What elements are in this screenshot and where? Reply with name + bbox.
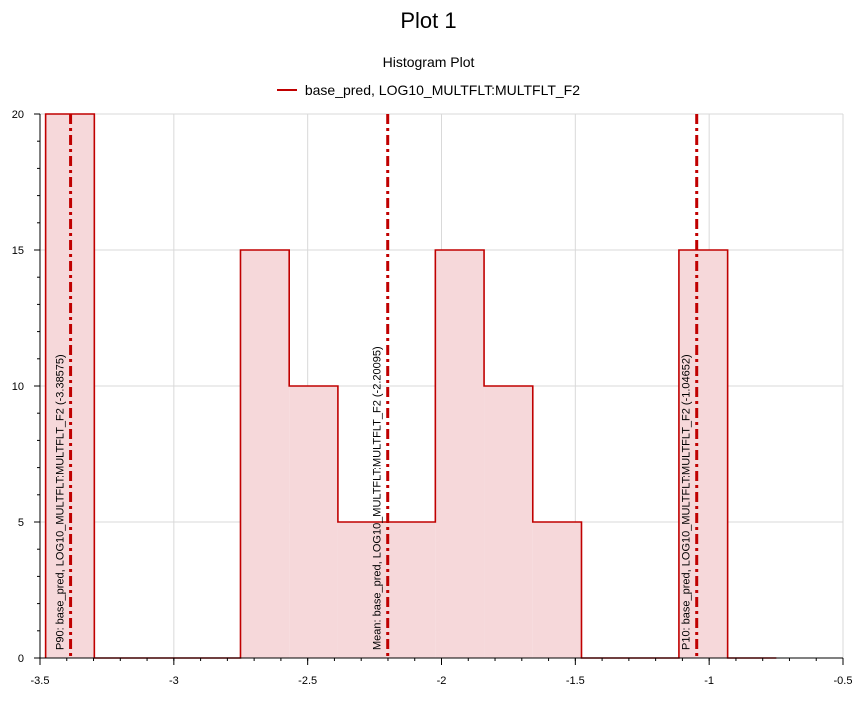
histogram-bars — [44, 113, 777, 659]
chart-title: Histogram Plot — [382, 54, 475, 70]
histogram-bar — [678, 250, 728, 658]
x-tick-label: -3 — [169, 675, 179, 687]
y-tick-label: 10 — [12, 381, 24, 393]
x-tick-label: -1 — [704, 675, 714, 687]
x-tick-label: -2 — [437, 675, 447, 687]
histogram-bar — [435, 250, 485, 658]
legend[interactable]: base_pred, LOG10_MULTFLT:MULTFLT_F2 — [0, 82, 857, 98]
y-tick-label: 20 — [12, 109, 24, 121]
histogram-bar — [484, 386, 533, 658]
legend-label: base_pred, LOG10_MULTFLT:MULTFLT_F2 — [304, 82, 581, 98]
axes: -3.5 -3 -2.5 -2 -1.5 -1 -0.5 0 5 10 15 20 — [12, 109, 853, 687]
marker-lines: P90: base_pred, LOG10_MULTFLT:MULTFLT_F2… — [55, 114, 699, 658]
histogram-bar — [386, 522, 436, 658]
marker-label: P10: base_pred, LOG10_MULTFLT:MULTFLT_F2… — [681, 354, 693, 650]
histogram-bar — [289, 386, 338, 658]
y-tick-label: 5 — [18, 517, 24, 529]
histogram-bar — [240, 250, 290, 658]
plot-title: Plot 1 — [400, 8, 457, 33]
y-tick-label: 15 — [12, 245, 24, 257]
x-tick-label: -2.5 — [298, 675, 317, 687]
y-tick-label: 0 — [18, 653, 24, 665]
marker-label: P90: base_pred, LOG10_MULTFLT:MULTFLT_F2… — [55, 354, 67, 650]
x-tick-label: -0.5 — [834, 675, 853, 687]
legend-swatch — [276, 89, 297, 92]
histogram-bar — [532, 522, 582, 658]
x-tick-label: -3.5 — [31, 675, 50, 687]
marker-label: Mean: base_pred, LOG10_MULTFLT:MULTFLT_F… — [372, 346, 384, 650]
histogram-bar — [337, 522, 387, 658]
x-tick-label: -1.5 — [566, 675, 585, 687]
